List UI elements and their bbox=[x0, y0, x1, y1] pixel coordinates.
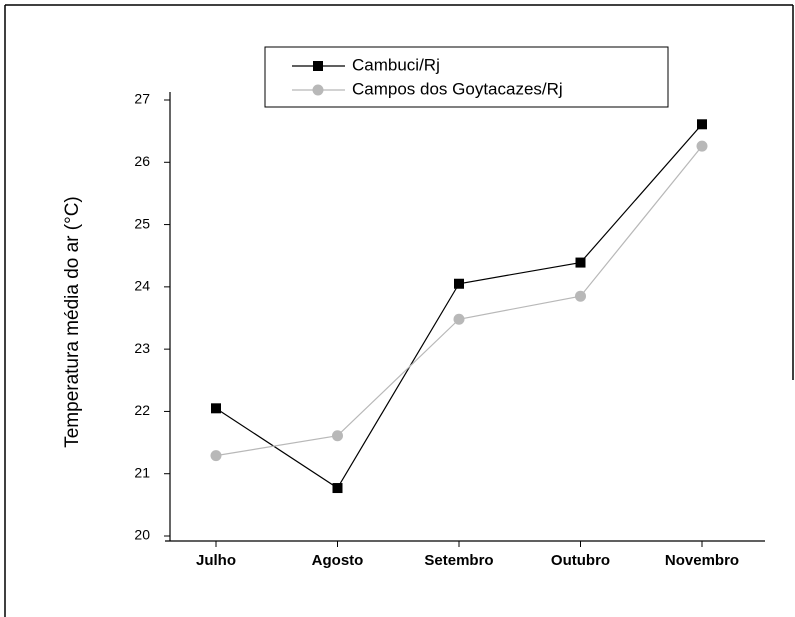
y-tick-label: 22 bbox=[134, 402, 150, 418]
point bbox=[575, 257, 586, 268]
y-tick-label: 21 bbox=[134, 464, 150, 480]
legend-label: Campos dos Goytacazes/Rj bbox=[352, 79, 563, 98]
y-tick-label: 27 bbox=[134, 91, 150, 107]
point bbox=[210, 450, 222, 462]
point bbox=[696, 140, 708, 152]
x-tick-label: Agosto bbox=[312, 552, 364, 569]
x-tick-label: Setembro bbox=[424, 552, 493, 569]
point bbox=[453, 313, 465, 325]
y-tick-label: 20 bbox=[134, 527, 150, 543]
series-line bbox=[215, 145, 703, 457]
point bbox=[454, 278, 464, 289]
x-tick-label: Outubro bbox=[551, 552, 610, 569]
point bbox=[332, 483, 343, 494]
legend-label: Cambuci/Rj bbox=[352, 55, 440, 74]
y-tick-label: 25 bbox=[134, 215, 150, 231]
x-tick-label: Julho bbox=[196, 552, 236, 569]
point bbox=[697, 119, 707, 130]
y-tick-label: 26 bbox=[134, 153, 150, 169]
point bbox=[332, 430, 343, 442]
y-axis-label: Temperatura média do ar (°C) bbox=[62, 196, 83, 448]
legend bbox=[264, 46, 669, 108]
y-tick-label: 24 bbox=[134, 278, 150, 294]
point bbox=[211, 403, 221, 414]
x-tick-label: Novembro bbox=[665, 552, 739, 569]
legend-marker bbox=[313, 61, 323, 71]
legend-marker bbox=[312, 84, 324, 96]
point bbox=[575, 290, 586, 302]
y-tick-label: 23 bbox=[134, 340, 150, 356]
series-line bbox=[215, 123, 703, 489]
